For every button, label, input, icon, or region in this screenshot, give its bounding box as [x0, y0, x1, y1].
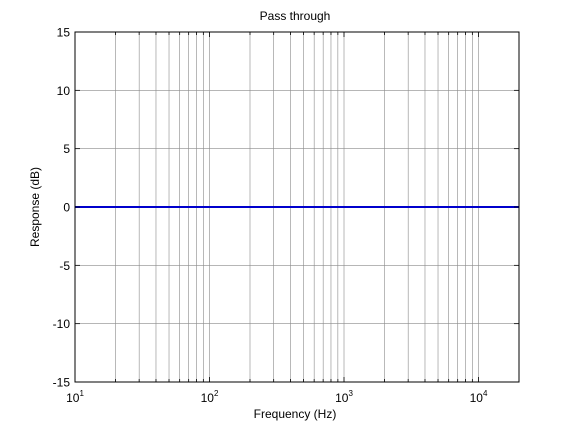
- x-tick-label: 102: [201, 389, 219, 405]
- x-tick-label-base: 10: [335, 391, 349, 405]
- x-axis-label: Frequency (Hz): [254, 407, 337, 421]
- x-tick-label: 104: [470, 389, 488, 405]
- y-tick-label: 10: [57, 84, 71, 98]
- y-tick-label: -15: [53, 376, 71, 390]
- x-tick-label: 101: [66, 389, 84, 405]
- x-tick-label-exponent: 4: [483, 389, 488, 398]
- y-tick-label: 15: [57, 26, 71, 40]
- y-tick-label: 0: [63, 201, 70, 215]
- x-tick-label: 103: [335, 389, 353, 405]
- x-tick-label-exponent: 2: [214, 389, 219, 398]
- chart-title: Pass through: [260, 9, 331, 23]
- y-tick-label: 5: [63, 142, 70, 156]
- x-tick-label-base: 10: [66, 391, 80, 405]
- x-tick-label-base: 10: [470, 391, 484, 405]
- y-tick-label: -5: [59, 259, 70, 273]
- y-axis-label: Response (dB): [28, 167, 42, 247]
- x-tick-label-exponent: 1: [79, 389, 84, 398]
- x-tick-label-base: 10: [201, 391, 215, 405]
- tick-layer: [74, 31, 520, 383]
- x-tick-label-exponent: 3: [348, 389, 353, 398]
- y-tick-label: -10: [53, 317, 71, 331]
